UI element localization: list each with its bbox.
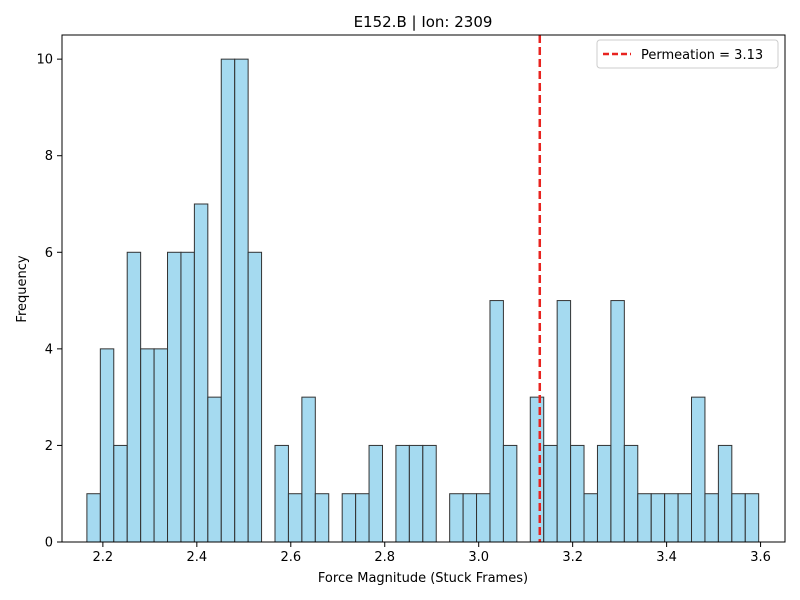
histogram-bar: [664, 493, 679, 543]
x-ticks-group: 2.2 2.4 2.6 2.8 3.0 3.2 3.4 3.6: [93, 542, 771, 565]
histogram-bar: [207, 396, 222, 543]
y-axis-label: Frequency: [15, 255, 30, 322]
histogram-bar: [717, 444, 733, 543]
histogram-bar: [355, 493, 370, 543]
histogram-bar: [677, 493, 693, 543]
histogram-bar: [395, 444, 410, 543]
legend-permeation-label: Permeation = 3.13: [641, 48, 763, 63]
y-tick-label: 0: [45, 536, 53, 551]
plot-frame: [61, 34, 786, 543]
histogram-bar: [476, 493, 491, 543]
histogram-bar: [623, 444, 639, 543]
y-tick-label: 8: [45, 149, 53, 164]
x-tick-label: 2.6: [280, 550, 301, 565]
x-tick-label: 2.4: [186, 550, 207, 565]
histogram-bar: [167, 251, 182, 543]
y-tick-label: 2: [45, 439, 53, 454]
histogram-bar: [543, 444, 558, 543]
histogram-bar: [637, 493, 652, 543]
x-tick-label: 3.2: [562, 550, 583, 565]
histogram-bar: [408, 444, 424, 543]
histogram-bar: [274, 444, 289, 543]
histogram-bar: [502, 444, 518, 543]
y-ticks-group: 0 2 4 6 8 10: [36, 53, 62, 551]
histogram-bar: [220, 58, 236, 543]
histogram-bar: [153, 348, 169, 543]
histogram-bar: [314, 493, 330, 543]
x-tick-label: 2.2: [93, 550, 114, 565]
x-tick-label: 3.4: [656, 550, 677, 565]
x-tick-label: 3.0: [468, 550, 489, 565]
legend-box: [596, 39, 779, 69]
histogram-bar: [341, 493, 357, 543]
histogram-bar: [583, 493, 598, 543]
histogram-bar: [449, 493, 464, 543]
histogram-bar: [556, 300, 572, 543]
histogram-bar: [650, 493, 666, 543]
histogram-bar: [180, 251, 195, 543]
histogram-bar: [287, 493, 303, 543]
histogram-bar: [744, 493, 760, 543]
y-tick-label: 6: [45, 246, 53, 261]
histogram-bar: [422, 444, 437, 543]
histogram-bar: [126, 251, 142, 543]
histogram-bar: [247, 251, 263, 543]
x-axis-label: Force Magnitude (Stuck Frames): [318, 571, 528, 586]
y-tick-label: 4: [45, 342, 53, 357]
chart-title: E152.B | Ion: 2309: [354, 13, 493, 31]
histogram-bar: [731, 493, 746, 543]
histogram-bar: [704, 493, 719, 543]
x-tick-label: 2.8: [374, 550, 395, 565]
histogram-bar: [99, 348, 115, 543]
histogram-bar: [368, 444, 383, 543]
histogram-bar: [691, 396, 706, 543]
histogram-bar: [596, 444, 612, 543]
legend: Permeation = 3.13: [596, 39, 779, 69]
histogram-bar: [529, 396, 545, 543]
histogram-bar: [193, 203, 209, 543]
histogram-bar: [610, 300, 625, 543]
histogram-bar: [570, 444, 585, 543]
histogram-bar: [489, 300, 504, 543]
y-tick-label: 10: [36, 53, 53, 68]
histogram-bar: [86, 493, 101, 543]
histogram-bar: [234, 58, 249, 543]
x-tick-label: 3.6: [750, 550, 771, 565]
histogram-bar: [301, 396, 316, 543]
histogram-bar: [462, 493, 478, 543]
histogram-bar: [113, 444, 128, 543]
histogram-bar: [140, 348, 155, 543]
